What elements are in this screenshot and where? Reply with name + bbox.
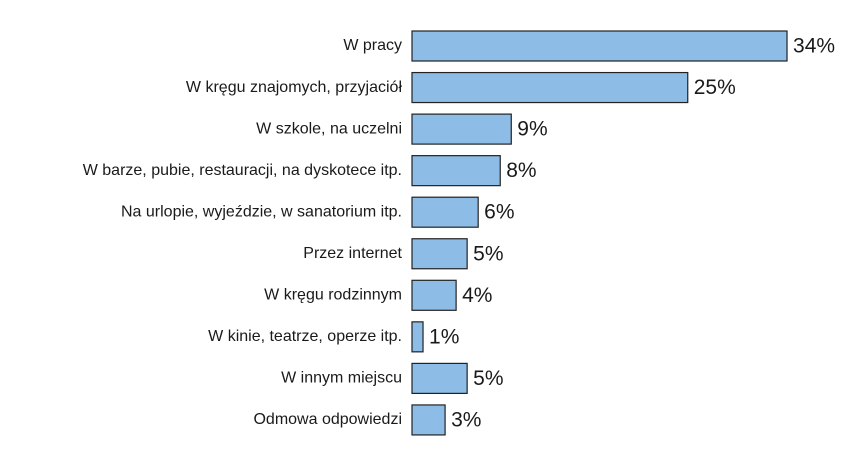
category-label: Odmowa odpowiedzi — [253, 411, 402, 428]
category-label: W barze, pubie, restauracji, na dyskotec… — [83, 162, 402, 179]
category-label: W pracy — [343, 37, 402, 54]
category-label: W kręgu rodzinnym — [264, 287, 402, 304]
value-label: 1% — [429, 325, 459, 348]
value-label: 34% — [793, 35, 835, 58]
category-label: W innym miejscu — [281, 370, 402, 387]
value-label: 25% — [694, 76, 736, 99]
bar — [411, 321, 424, 353]
value-label: 8% — [506, 159, 536, 182]
value-label: 5% — [473, 242, 503, 265]
bar — [411, 113, 512, 145]
bar — [411, 362, 468, 394]
category-label: W kinie, teatrze, operze itp. — [208, 328, 402, 345]
bar — [411, 279, 457, 311]
category-label: W kręgu znajomych, przyjaciół — [186, 79, 403, 96]
value-label: 5% — [473, 367, 503, 390]
bar — [411, 196, 479, 228]
category-label: Przez internet — [303, 245, 402, 262]
value-label: 3% — [451, 408, 481, 431]
bar — [411, 30, 788, 62]
bar — [411, 404, 446, 436]
bar — [411, 155, 501, 187]
value-label: 9% — [517, 118, 547, 141]
bar — [411, 71, 689, 104]
value-label: 4% — [462, 284, 492, 307]
category-label: W szkole, na uczelni — [256, 120, 402, 137]
bar — [411, 238, 468, 270]
value-label: 6% — [484, 201, 514, 224]
category-label: Na urlopie, wyjeździe, w sanatorium itp. — [121, 203, 402, 220]
